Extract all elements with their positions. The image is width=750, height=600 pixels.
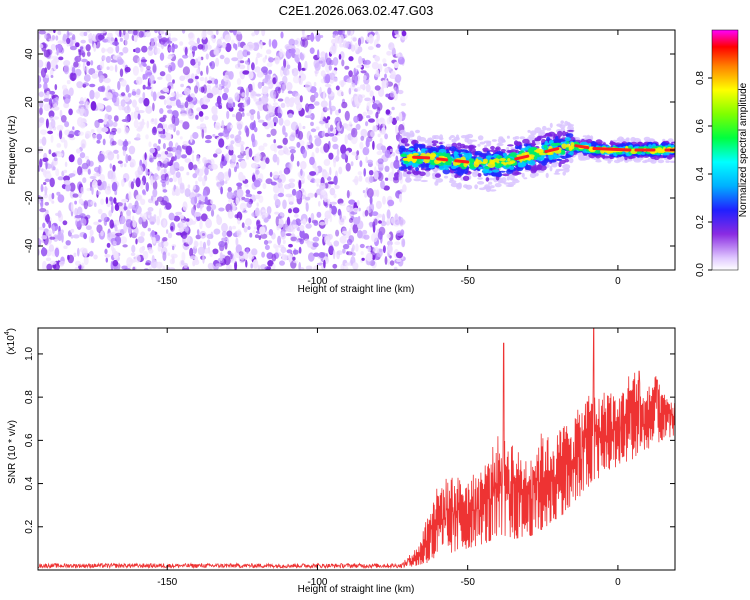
snr-series: [38, 328, 675, 570]
x-tick-label: 0: [615, 276, 621, 287]
snr-scale-prefix: (x10: [6, 335, 17, 355]
snr-scale-label: (x104): [4, 328, 17, 355]
x-tick-label: 0: [615, 577, 621, 588]
snr-y-ticks: 0.2 0.4 0.6 0.8 1.0: [24, 347, 675, 534]
spectrogram-y-axis-label: Frequency (Hz): [7, 116, 18, 185]
spectrogram-signal-band: [398, 120, 675, 193]
y-tick-label: 20: [24, 96, 35, 108]
spectrogram-x-axis-label: Height of straight line (km): [298, 284, 415, 295]
colorbar-tick-label: 0.4: [695, 167, 706, 181]
svg-text:(x104): (x104): [4, 328, 17, 355]
spectrogram-peak-segment: [412, 155, 431, 160]
x-tick-label: -150: [157, 276, 177, 287]
snr-x-axis-label: Height of straight line (km): [298, 584, 415, 595]
colorbar-tick-label: 0.0: [695, 263, 706, 277]
colorbar-label: Normalized spectral amplitude: [738, 82, 749, 217]
y-tick-label: 40: [24, 48, 35, 60]
x-tick-label: -100: [307, 577, 327, 588]
x-tick-label: -100: [307, 276, 327, 287]
spectrogram-peak-segment: [592, 147, 632, 152]
colorbar-gradient: [711, 29, 739, 271]
y-tick-label: 0.4: [24, 476, 35, 490]
colorbar-tick-label: 0.8: [695, 71, 706, 85]
y-tick-label: 0: [24, 147, 35, 153]
spectrogram-peak-segment: [574, 144, 590, 150]
snr-line: [38, 328, 675, 570]
snr-panel: -150 -100 -50 0 0.2 0.4 0.6 0.8 1.0 Height of s…: [4, 327, 676, 595]
x-tick-label: -50: [460, 276, 475, 287]
spectrogram-x-ticks: -150 -100 -50 0: [157, 30, 621, 287]
x-tick-label: -150: [157, 577, 177, 588]
spectrogram-peak-segment: [544, 147, 560, 154]
spectrogram-peak-segment: [454, 159, 470, 164]
y-tick-label: -20: [24, 190, 35, 205]
colorbar-ticks: 0.0 0.2 0.4 0.6 0.8: [695, 71, 712, 277]
y-tick-label: -40: [24, 238, 35, 253]
spectrogram-peak-segment: [436, 157, 449, 162]
snr-scale-exponent: 4: [4, 331, 11, 335]
y-tick-label: 1.0: [24, 347, 35, 361]
spectrogram-peak-segment: [514, 154, 530, 161]
spectrogram-image: [38, 30, 675, 270]
y-tick-label: 0.2: [24, 519, 35, 533]
colorbar-tick-label: 0.6: [695, 119, 706, 133]
y-tick-label: 0.6: [24, 433, 35, 447]
spectrogram-panel: -150 -100 -50 0 -40 -20 0 20 40 Height of strai…: [7, 29, 676, 295]
snr-x-ticks: -150 -100 -50 0: [157, 328, 621, 588]
spectrogram-noise-speckle: [38, 30, 408, 270]
snr-frame: [37, 327, 676, 571]
spectrogram-y-ticks: -40 -20 0 20 40: [24, 48, 675, 253]
colorbar: 0.0 0.2 0.4 0.6 0.8 Normalized spectral ampl…: [695, 29, 749, 277]
x-tick-label: -50: [460, 577, 475, 588]
colorbar-tick-label: 0.2: [695, 215, 706, 229]
snr-scale-close: ): [6, 328, 17, 331]
chart-title: C2E1.2026.063.02.47.G03: [279, 3, 434, 18]
snr-y-axis-label: SNR (10 * v/v): [7, 420, 18, 484]
y-tick-label: 0.8: [24, 390, 35, 404]
